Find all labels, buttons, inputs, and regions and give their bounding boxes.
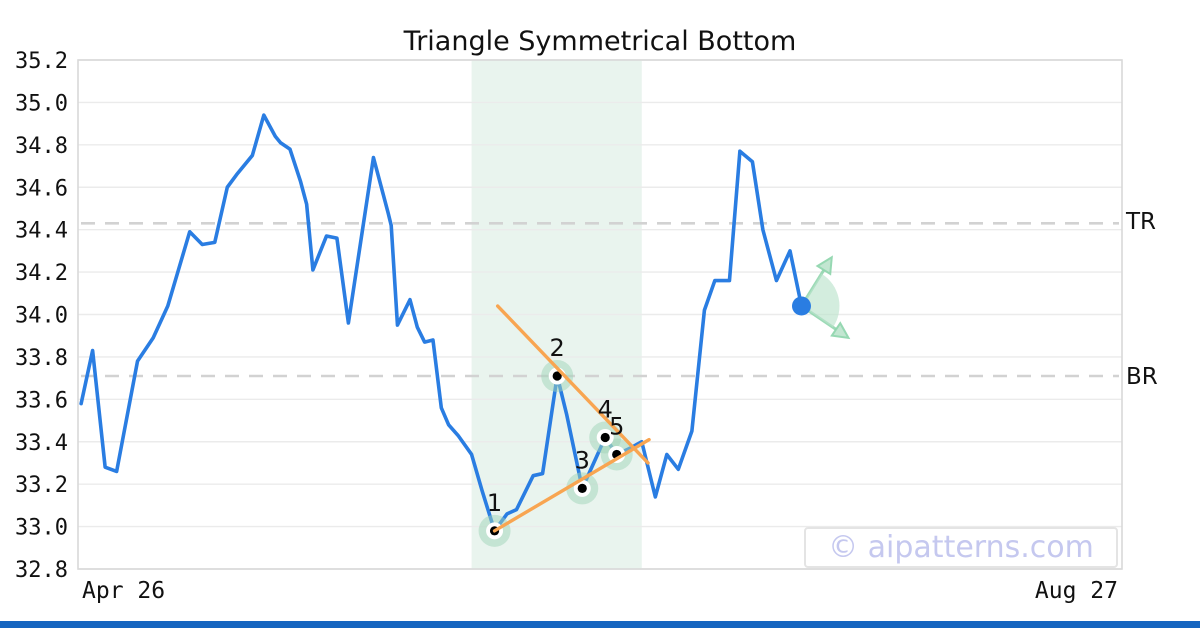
pattern-point-label: 4 xyxy=(598,396,613,424)
trendline-upper xyxy=(495,304,650,465)
y-tick-label: 33.2 xyxy=(15,473,68,498)
trendline-lower xyxy=(492,437,651,533)
pattern-point-label: 3 xyxy=(575,446,590,474)
breakout-angle-wedge xyxy=(801,273,840,328)
chart-title: Triangle Symmetrical Bottom xyxy=(403,26,797,57)
breakout-up-arrow-icon-head xyxy=(815,255,833,276)
y-tick-label: 34.8 xyxy=(15,134,68,159)
y-tick-label: 35.2 xyxy=(15,49,68,74)
breakout-dot xyxy=(791,296,811,316)
price-line xyxy=(79,113,804,533)
pattern-point-dot xyxy=(552,371,562,381)
y-tick-label: 34.4 xyxy=(15,219,68,244)
watermark: © aipatterns.com xyxy=(804,527,1118,568)
y-tick-label: 35.0 xyxy=(15,91,68,116)
plot-border xyxy=(77,59,1123,570)
x-axis-label-end: Aug 27 xyxy=(1034,578,1118,604)
x-axis-label-start: Apr 26 xyxy=(82,578,166,604)
tr-level-label: TR xyxy=(1126,209,1157,235)
y-tick-label: 32.8 xyxy=(15,558,68,583)
pattern-point-label: 5 xyxy=(609,412,624,440)
breakout-down-arrow-icon-head xyxy=(830,321,851,340)
y-tick-label: 33.0 xyxy=(15,516,68,541)
pattern-point-label: 2 xyxy=(550,334,565,362)
pattern-point-label: 1 xyxy=(487,489,502,517)
pattern-point-dot xyxy=(577,483,587,494)
bottom-accent-bar xyxy=(0,621,1200,628)
y-tick-label: 33.6 xyxy=(15,388,68,413)
y-tick-label: 33.8 xyxy=(15,346,68,371)
br-level-label: BR xyxy=(1126,364,1158,390)
pattern-point-dot xyxy=(600,432,610,443)
y-tick-label: 34.2 xyxy=(15,261,68,286)
y-tick-label: 34.0 xyxy=(15,304,68,329)
y-tick-label: 33.4 xyxy=(15,431,68,456)
y-tick-label: 34.6 xyxy=(15,176,68,201)
